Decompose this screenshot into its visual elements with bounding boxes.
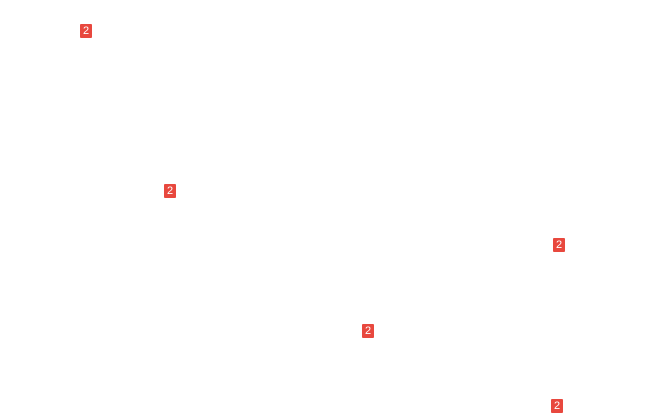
som-marker[interactable]: 2 — [80, 24, 92, 38]
som-marker[interactable]: 2 — [551, 399, 563, 413]
som-marker-label: 2 — [553, 400, 561, 412]
som-marker-label: 2 — [166, 185, 174, 197]
som-marker-label: 2 — [364, 325, 372, 337]
som-marker[interactable]: 2 — [362, 324, 374, 338]
som-marker-label: 2 — [555, 239, 563, 251]
som-marker-label: 2 — [82, 25, 90, 37]
som-marker[interactable]: 2 — [164, 184, 176, 198]
som-marker[interactable]: 2 — [553, 238, 565, 252]
